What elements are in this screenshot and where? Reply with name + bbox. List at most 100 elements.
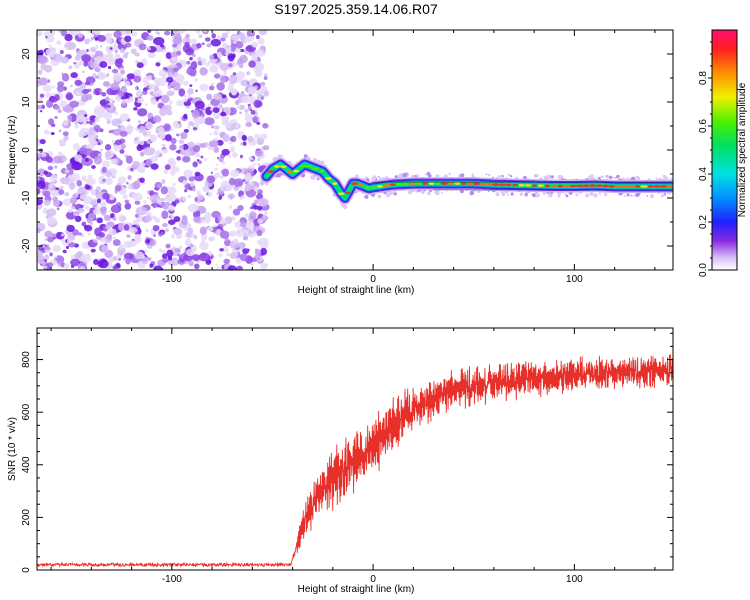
- noise-speckle: [182, 179, 188, 185]
- noise-speckle: [173, 216, 181, 223]
- noise-speckle: [105, 38, 113, 44]
- noise-speckle: [102, 178, 106, 182]
- noise-speckle: [178, 88, 186, 97]
- noise-speckle: [170, 214, 175, 219]
- noise-speckle: [111, 140, 115, 144]
- ridge-halo-speckle: [393, 192, 397, 196]
- noise-speckle: [222, 133, 230, 143]
- noise-speckle: [83, 61, 89, 67]
- noise-speckle: [193, 234, 198, 240]
- ridge-hotspot: [370, 186, 377, 189]
- noise-speckle: [43, 170, 48, 175]
- noise-speckle: [193, 209, 201, 219]
- noise-speckle: [72, 211, 78, 216]
- noise-speckle: [188, 260, 194, 267]
- noise-speckle: [126, 181, 129, 185]
- noise-speckle: [174, 248, 181, 253]
- ridge-halo-speckle: [523, 175, 527, 180]
- ridge-halo-speckle: [385, 176, 389, 180]
- noise-speckle: [153, 85, 159, 90]
- noise-speckle: [146, 196, 150, 200]
- colorbar-tick-label: 0.0: [698, 263, 709, 277]
- noise-speckle: [255, 100, 263, 108]
- ridge-hotspot: [447, 182, 454, 185]
- noise-speckle: [187, 142, 191, 146]
- noise-speckle: [132, 219, 140, 225]
- noise-speckle: [198, 160, 202, 164]
- noise-speckle: [238, 242, 246, 249]
- noise-speckle: [247, 103, 251, 107]
- noise-speckle: [210, 124, 215, 129]
- ridge-halo-speckle: [434, 189, 439, 195]
- noise-speckle: [46, 236, 54, 243]
- noise-speckle: [229, 145, 236, 153]
- noise-speckle: [85, 158, 89, 162]
- snr-plot-area: [37, 354, 673, 568]
- noise-speckle: [48, 118, 55, 126]
- noise-speckle: [171, 166, 180, 173]
- noise-speckle: [135, 206, 148, 216]
- noise-speckle: [46, 208, 57, 217]
- noise-speckle: [216, 266, 220, 270]
- noise-speckle: [143, 146, 156, 156]
- ridge-halo-speckle: [485, 173, 488, 176]
- ridge-hotspot: [582, 184, 590, 188]
- noise-speckle: [41, 247, 45, 251]
- noise-speckle: [122, 194, 128, 200]
- noise-speckle: [196, 190, 201, 196]
- noise-speckle: [90, 189, 97, 195]
- noise-speckle: [134, 251, 145, 260]
- noise-speckle: [264, 211, 268, 216]
- noise-speckle: [101, 92, 107, 97]
- noise-speckle: [119, 149, 125, 154]
- noise-speckle: [64, 169, 70, 174]
- ridge-hotspot: [402, 182, 409, 186]
- noise-speckle: [175, 133, 180, 137]
- spectrogram-x-axis-label: Height of straight line (km): [298, 285, 415, 296]
- noise-speckle: [206, 175, 216, 184]
- noise-speckle: [37, 55, 48, 64]
- ridge-hotspot: [608, 185, 615, 188]
- noise-speckle: [221, 32, 229, 39]
- noise-speckle: [98, 232, 106, 238]
- ridge-hotspot: [293, 169, 300, 173]
- ridge-hotspot: [627, 185, 635, 188]
- noise-speckle: [81, 54, 92, 63]
- noise-speckle: [109, 196, 115, 201]
- ridge-halo-speckle: [612, 176, 615, 179]
- ridge-halo-speckle: [342, 204, 348, 210]
- noise-speckle: [240, 195, 246, 199]
- noise-speckle: [57, 109, 62, 113]
- noise-speckle: [252, 162, 256, 166]
- noise-speckle: [220, 111, 227, 117]
- noise-speckle: [81, 175, 87, 182]
- noise-speckle: [179, 144, 184, 150]
- ridge-hotspot: [506, 183, 512, 187]
- ridge-halo-speckle: [407, 190, 413, 195]
- noise-speckle: [45, 91, 52, 98]
- noise-speckle: [77, 207, 85, 213]
- noise-speckle: [223, 239, 232, 247]
- noise-speckle: [175, 150, 179, 153]
- noise-speckle: [162, 222, 168, 228]
- noise-speckle: [125, 155, 133, 164]
- noise-speckle: [82, 148, 94, 156]
- noise-speckle: [169, 144, 177, 151]
- noise-speckle: [40, 63, 47, 71]
- noise-speckle: [101, 244, 109, 254]
- noise-speckle: [52, 244, 61, 253]
- noise-speckle: [62, 249, 67, 254]
- noise-speckle: [246, 176, 253, 181]
- noise-speckle: [228, 230, 237, 237]
- noise-speckle: [83, 195, 93, 205]
- noise-speckle: [165, 186, 177, 195]
- ridge-halo-speckle: [459, 189, 464, 194]
- noise-speckle: [42, 84, 52, 92]
- noise-speckle: [56, 85, 65, 93]
- snr-frame: [36, 327, 674, 571]
- noise-speckle: [240, 96, 251, 104]
- noise-speckle: [91, 165, 96, 169]
- noise-speckle: [74, 124, 79, 129]
- noise-speckle: [161, 148, 169, 154]
- noise-speckle: [181, 196, 187, 201]
